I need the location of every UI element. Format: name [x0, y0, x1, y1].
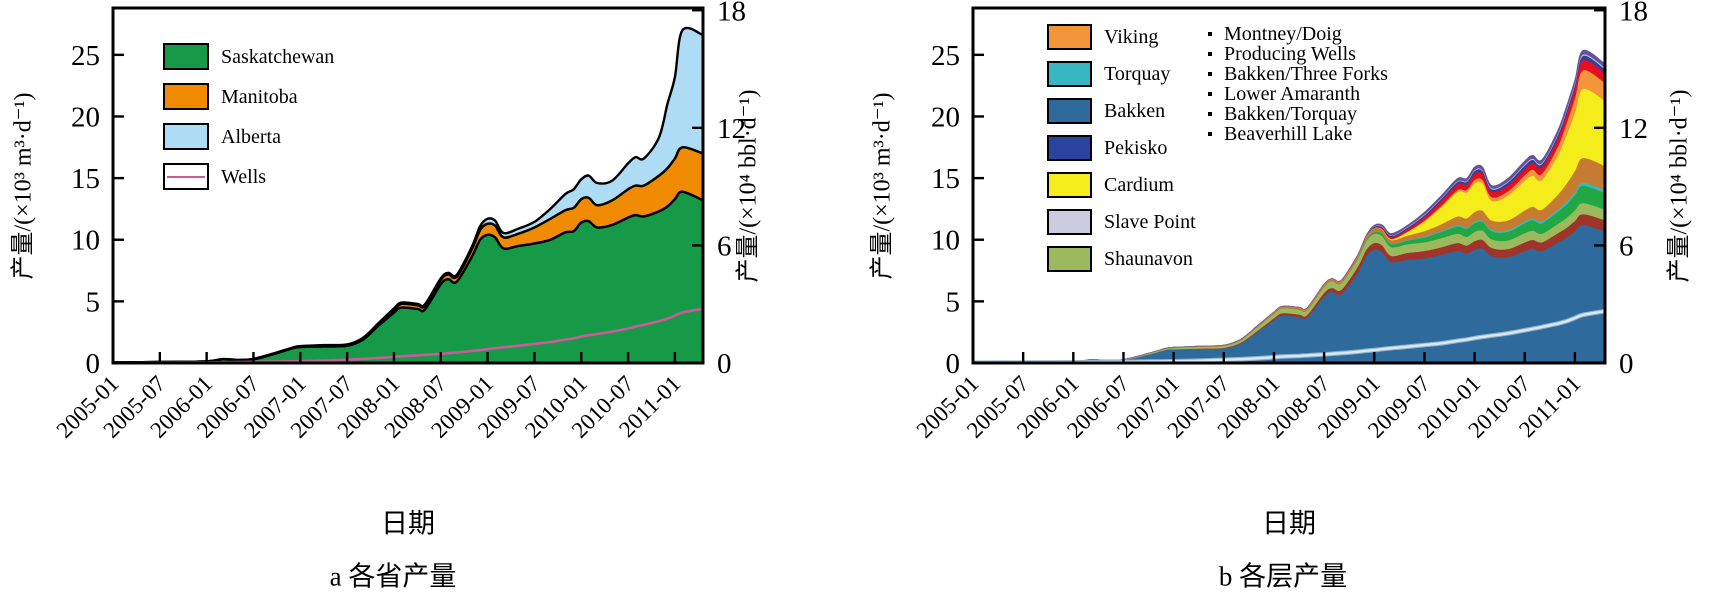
legend-item-manitoba: Manitoba	[163, 83, 334, 110]
legend-item-producing-wells: Producing Wells	[1208, 44, 1388, 64]
legend-label: Manitoba	[221, 85, 298, 108]
legend-a: Saskatchewan Manitoba Alberta Wells	[163, 43, 334, 203]
y-tick-label-right: 6	[1619, 230, 1634, 262]
y-axis-label-left-b: 产量/(×10³ m³·d⁻¹)	[869, 92, 896, 280]
plot-frame-b	[971, 6, 1607, 365]
legend-item-saskatchewan: Saskatchewan	[163, 43, 334, 70]
y-tick-label-right: 18	[1619, 0, 1648, 27]
y-axis-label-right-b: 产量/(×10⁴ bbl·d⁻¹)	[1666, 89, 1693, 283]
legend-label: Producing Wells	[1224, 43, 1356, 65]
areas-a	[113, 26, 703, 363]
legend-b-col1: Viking Torquay Bakken Pekisko Cardium Slave P…	[1047, 24, 1196, 283]
y-tick-label-left: 20	[931, 101, 960, 133]
y-tick-label-left: 5	[946, 286, 961, 318]
legend-swatch-alberta	[163, 123, 209, 150]
legend-swatch-producing-wells	[1208, 52, 1212, 56]
legend-label: Bakken/Three Forks	[1224, 63, 1388, 85]
legend-label: Lower Amaranth	[1224, 83, 1361, 105]
legend-swatch-beaverhill-lake	[1208, 132, 1212, 136]
legend-item-montney-doig: Montney/Doig	[1208, 24, 1388, 44]
legend-swatch-wells	[163, 163, 209, 190]
x-axis-label-a: 日期	[381, 508, 435, 539]
y-tick-label-right: 12	[1619, 113, 1648, 145]
legend-label: Montney/Doig	[1224, 23, 1342, 45]
y-tick-label-right: 6	[717, 230, 732, 262]
legend-label: Saskatchewan	[221, 45, 335, 68]
legend-swatch-bakken	[1047, 98, 1092, 124]
legend-item-slave-point: Slave Point	[1047, 209, 1196, 235]
legend-item-torquay: Torquay	[1047, 61, 1196, 87]
legend-swatch-cardium	[1047, 172, 1092, 198]
area-beaverhill-lake	[973, 49, 1605, 363]
legend-swatch-bakken-three-forks	[1208, 72, 1212, 76]
legend-label: Beaverhill Lake	[1224, 123, 1353, 145]
legend-swatch-manitoba	[163, 83, 209, 110]
legend-item-bakken-three-forks: Bakken/Three Forks	[1208, 64, 1388, 84]
legend-item-cardium: Cardium	[1047, 172, 1196, 198]
legend-swatch-slave-point	[1047, 209, 1092, 235]
y-tick-label-left: 10	[71, 225, 100, 257]
y-tick-label-right: 0	[1619, 348, 1634, 380]
y-tick-label-left: 15	[71, 163, 100, 195]
legend-swatch-shaunavon	[1047, 246, 1092, 272]
legend-swatch-bakken-torquay	[1208, 112, 1212, 116]
legend-label: Alberta	[221, 125, 281, 148]
legend-swatch-torquay	[1047, 61, 1092, 87]
y-tick-label-left: 0	[946, 348, 961, 380]
legend-item-shaunavon: Shaunavon	[1047, 246, 1196, 272]
areas-b	[973, 49, 1605, 363]
y-axis-label-right-a: 产量/(×10⁴ bbl·d⁻¹)	[735, 89, 762, 283]
y-tick-label-right: 18	[717, 0, 746, 27]
legend-label: Cardium	[1104, 174, 1174, 196]
y-tick-label-right: 0	[717, 348, 732, 380]
legend-line-sample	[167, 175, 205, 178]
legend-label: Slave Point	[1104, 211, 1196, 233]
legend-item-bakken-torquay: Bakken/Torquay	[1208, 104, 1388, 124]
legend-item-bakken: Bakken	[1047, 98, 1196, 124]
legend-item-alberta: Alberta	[163, 123, 334, 150]
y-tick-label-left: 15	[931, 163, 960, 195]
legend-swatch-saskatchewan	[163, 43, 209, 70]
legend-swatch-viking	[1047, 24, 1092, 50]
chart-a: 2005-012005-072006-012006-072007-012007-…	[52, 0, 746, 443]
legend-label: Viking	[1104, 26, 1159, 48]
y-tick-label-left: 10	[931, 225, 960, 257]
y-axis-label-left-a: 产量/(×10³ m³·d⁻¹)	[10, 92, 37, 280]
y-tick-label-left: 5	[86, 286, 101, 318]
caption-a: a 各省产量	[329, 561, 457, 592]
y-tick-label-left: 0	[86, 348, 101, 380]
y-tick-label-left: 25	[71, 40, 100, 72]
caption-b: b 各层产量	[1218, 561, 1348, 592]
legend-b-col2: Montney/Doig Producing Wells Bakken/Three …	[1208, 24, 1388, 144]
legend-label: Shaunavon	[1104, 248, 1193, 270]
legend-item-wells: Wells	[163, 163, 334, 190]
legend-swatch-pekisko	[1047, 135, 1092, 161]
legend-label: Wells	[221, 165, 267, 188]
y-tick-label-left: 25	[931, 40, 960, 72]
y-tick-label-right: 12	[717, 113, 746, 145]
legend-item-beaverhill-lake: Beaverhill Lake	[1208, 124, 1388, 144]
legend-item-lower-amaranth: Lower Amaranth	[1208, 84, 1388, 104]
plot-frame-a	[111, 6, 705, 365]
area-alberta	[113, 26, 703, 363]
y-tick-label-left: 20	[71, 101, 100, 133]
legend-item-pekisko: Pekisko	[1047, 135, 1196, 161]
legend-item-viking: Viking	[1047, 24, 1196, 50]
x-axis-label-b: 日期	[1262, 508, 1316, 539]
legend-label: Bakken/Torquay	[1224, 103, 1358, 125]
legend-label: Bakken	[1104, 100, 1166, 122]
line-producing-wells	[973, 308, 1605, 363]
line-wells	[113, 307, 703, 363]
legend-swatch-lower-amaranth	[1208, 92, 1212, 96]
legend-label: Pekisko	[1104, 137, 1168, 159]
legend-label: Torquay	[1104, 63, 1171, 85]
legend-swatch-montney-doig	[1208, 32, 1212, 36]
